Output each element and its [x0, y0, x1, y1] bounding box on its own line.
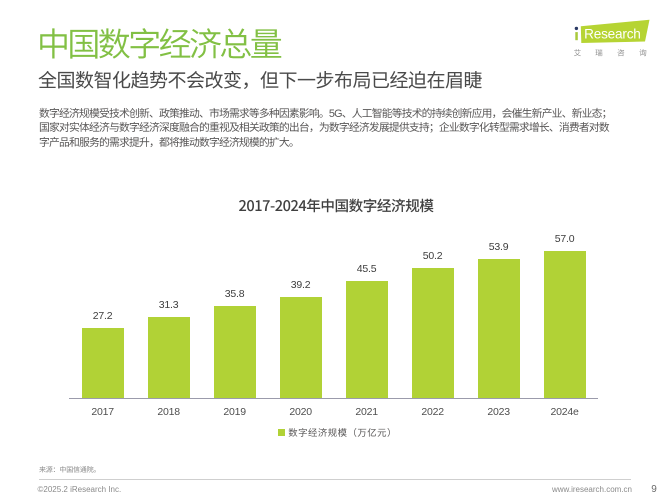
svg-text:Research: Research	[584, 27, 641, 42]
svg-text:瑞: 瑞	[595, 48, 603, 59]
svg-text:咨: 咨	[617, 48, 625, 59]
svg-text:艾: 艾	[574, 48, 582, 59]
svg-text:询: 询	[639, 48, 647, 59]
